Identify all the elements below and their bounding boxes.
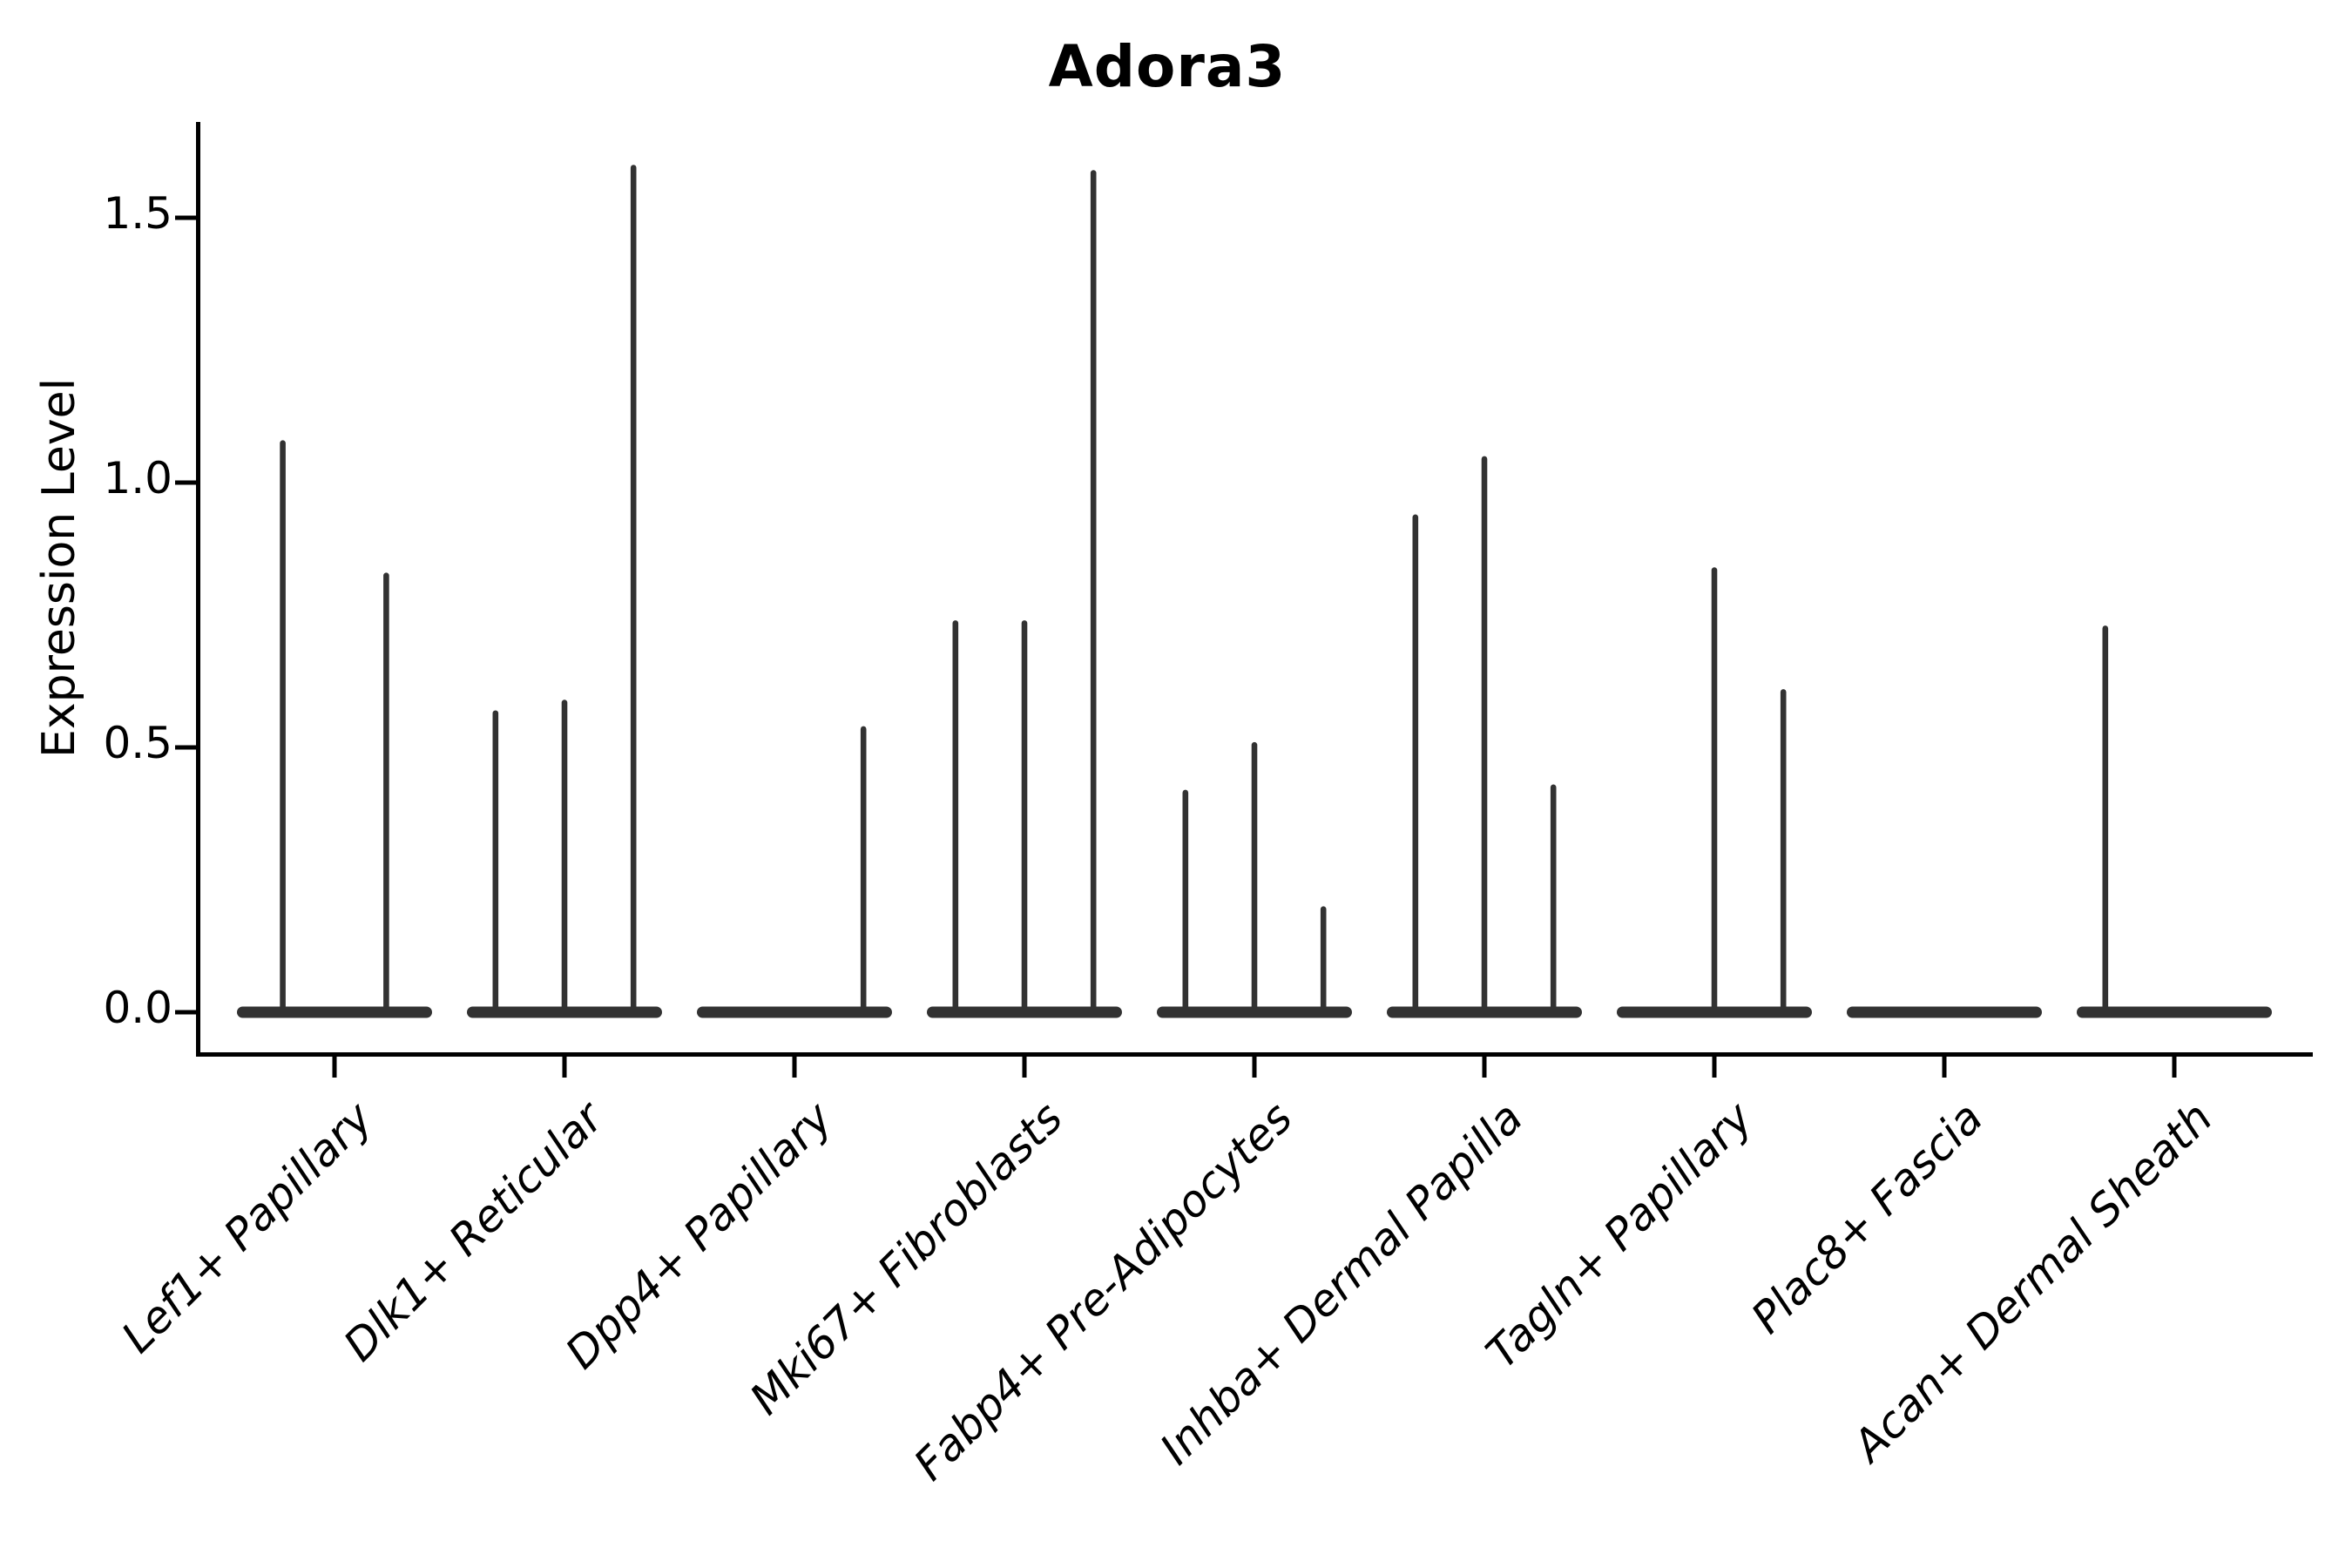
y-axis-spine (196, 122, 200, 1057)
violin-spike (1251, 741, 1258, 1017)
x-tick-mark (2172, 1057, 2177, 1078)
violin-spike (952, 620, 959, 1017)
violin-spike (1780, 689, 1787, 1017)
violin-baseline (1617, 1006, 1812, 1018)
violin-baseline (237, 1006, 432, 1018)
violin-baseline (697, 1006, 892, 1018)
violin-baseline (2077, 1006, 2272, 1018)
violin-spike (280, 440, 286, 1017)
x-tick-mark (792, 1057, 797, 1078)
x-tick-mark (1252, 1057, 1257, 1078)
violin-spike (1090, 170, 1097, 1017)
x-tick-mark (1942, 1057, 1947, 1078)
violin-baseline (1847, 1006, 2042, 1018)
violin-spike (1412, 514, 1419, 1017)
violin-baseline (1387, 1006, 1582, 1018)
violin-spike (1481, 456, 1488, 1017)
violin-spike (1320, 906, 1327, 1017)
violin-spike (860, 726, 867, 1017)
violin-spike (561, 700, 568, 1017)
violin-spike (2102, 625, 2109, 1017)
violin-spike (383, 572, 389, 1017)
y-tick-mark (175, 1010, 196, 1015)
chart-title: Adora3 (1048, 33, 1287, 100)
violin-spike (1550, 784, 1557, 1017)
violin-spike (1182, 789, 1189, 1017)
violin-baseline (927, 1006, 1122, 1018)
violin-spike (1711, 567, 1718, 1017)
y-tick-mark (175, 215, 196, 220)
violin-baseline (467, 1006, 662, 1018)
x-tick-mark (1482, 1057, 1487, 1078)
y-tick-label: 1.5 (103, 188, 172, 239)
x-tick-mark (1712, 1057, 1717, 1078)
x-axis-spine (196, 1052, 2313, 1057)
violin-spike (630, 165, 637, 1017)
y-tick-label: 0.5 (103, 718, 172, 768)
x-tick-mark (1022, 1057, 1027, 1078)
y-tick-mark (175, 745, 196, 750)
violin-spike (1021, 620, 1028, 1017)
y-tick-label: 0.0 (103, 983, 172, 1033)
y-tick-mark (175, 480, 196, 485)
x-tick-mark (562, 1057, 567, 1078)
violin-spike (492, 710, 499, 1017)
y-tick-label: 1.0 (103, 453, 172, 504)
violin-baseline (1157, 1006, 1352, 1018)
x-tick-mark (332, 1057, 337, 1078)
